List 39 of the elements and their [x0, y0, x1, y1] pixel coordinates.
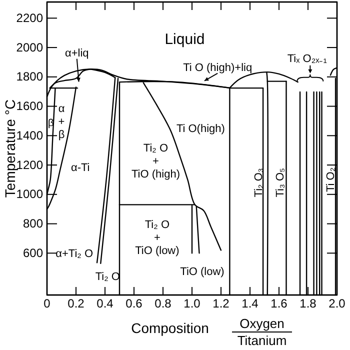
- x-tick-label: 1.2: [212, 296, 230, 311]
- annotation: β: [48, 118, 54, 129]
- x-tick-label: 1.6: [270, 296, 288, 311]
- text: Oxygen: [240, 316, 284, 331]
- text: Titanium: [237, 333, 287, 348]
- x-tick-label: 1.8: [300, 296, 317, 311]
- y-tick-label: 2000: [16, 40, 44, 54]
- annotation: Ti O (high)+liq: [183, 62, 252, 74]
- x-tick-label: 0.8: [154, 296, 172, 311]
- x-tick-label: 1.0: [184, 296, 201, 311]
- y-tick-label: 800: [22, 216, 44, 231]
- annotation: Ti₂ O: [95, 270, 120, 283]
- y-tick-label: 1600: [16, 99, 44, 114]
- annotation: Ti O₂: [324, 167, 337, 192]
- x-tick-label: 1.4: [242, 296, 259, 311]
- annotation: Ti₂ O + TiO (low): [135, 218, 180, 257]
- x-tick-label: 0: [44, 296, 51, 311]
- x-tick-label: 2.0: [328, 296, 346, 311]
- y-tick-label: 1400: [16, 128, 44, 142]
- y-tick-label: 2200: [16, 10, 44, 25]
- annotation: α + β: [58, 102, 66, 141]
- y-tick-label: 1000: [16, 187, 44, 202]
- annotation: Ti O(high): [176, 123, 225, 136]
- x-tick-label: 0.4: [96, 296, 114, 311]
- annotation: α+Ti₂ O: [56, 248, 94, 260]
- y-tick-label: 1800: [16, 70, 44, 84]
- annotation: Tiₓ O₂ₓ₋₁: [287, 53, 328, 66]
- x-tick-label: 0.2: [68, 296, 85, 311]
- annotation: TiO (low): [180, 266, 224, 278]
- annotation: Ti₂ O + TiO (high): [132, 142, 180, 180]
- annotation: Liquid: [164, 30, 205, 48]
- y-axis-title: Temperature °C: [2, 99, 18, 198]
- y-tick-label: 600: [22, 246, 44, 260]
- annotation: α-Ti: [70, 162, 90, 174]
- annotation: Ti₃ O₅: [274, 168, 287, 198]
- y-tick-label: 1200: [16, 158, 44, 172]
- x-tick-label: 0.6: [126, 296, 143, 311]
- x-axis-title: Composition: [131, 320, 209, 336]
- annotation: α+liq: [65, 48, 89, 60]
